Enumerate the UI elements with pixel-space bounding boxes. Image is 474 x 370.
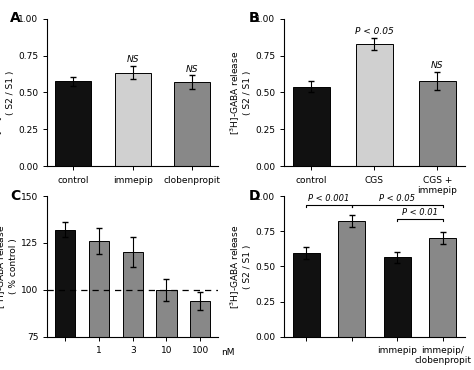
Bar xyxy=(89,241,109,370)
Y-axis label: [$^{3}$H]-GABA release
( S2 / S1 ): [$^{3}$H]-GABA release ( S2 / S1 ) xyxy=(0,50,16,135)
Bar xyxy=(174,82,210,166)
Y-axis label: [$^{3}$H]-GABA release
( S2 / S1 ): [$^{3}$H]-GABA release ( S2 / S1 ) xyxy=(229,224,253,309)
Text: P < 0.001: P < 0.001 xyxy=(308,194,350,204)
Bar xyxy=(123,252,143,370)
Text: NS: NS xyxy=(127,56,139,64)
Bar xyxy=(338,221,365,337)
Text: C: C xyxy=(10,189,20,203)
Text: P < 0.01: P < 0.01 xyxy=(402,208,438,218)
Text: nM: nM xyxy=(221,348,235,357)
Bar xyxy=(190,301,210,370)
Text: P < 0.05: P < 0.05 xyxy=(355,27,394,36)
Text: P < 0.05: P < 0.05 xyxy=(379,194,415,204)
Bar xyxy=(55,81,91,166)
Bar xyxy=(429,238,456,337)
Text: D: D xyxy=(248,189,260,203)
Bar xyxy=(356,44,393,166)
Text: B: B xyxy=(248,11,259,25)
Bar xyxy=(292,87,330,166)
Bar xyxy=(419,81,456,166)
Y-axis label: [$^{3}$H]-GABA release
( S2 / S1 ): [$^{3}$H]-GABA release ( S2 / S1 ) xyxy=(229,50,253,135)
Text: NS: NS xyxy=(186,65,199,74)
Text: A: A xyxy=(10,11,20,25)
Y-axis label: [$^{3}$H]-GABA release
( % control ): [$^{3}$H]-GABA release ( % control ) xyxy=(0,224,18,309)
Bar xyxy=(115,73,151,166)
Bar xyxy=(292,253,320,337)
Bar xyxy=(156,290,176,370)
Text: NS: NS xyxy=(431,61,444,70)
Bar xyxy=(383,257,411,337)
Bar xyxy=(55,230,75,370)
